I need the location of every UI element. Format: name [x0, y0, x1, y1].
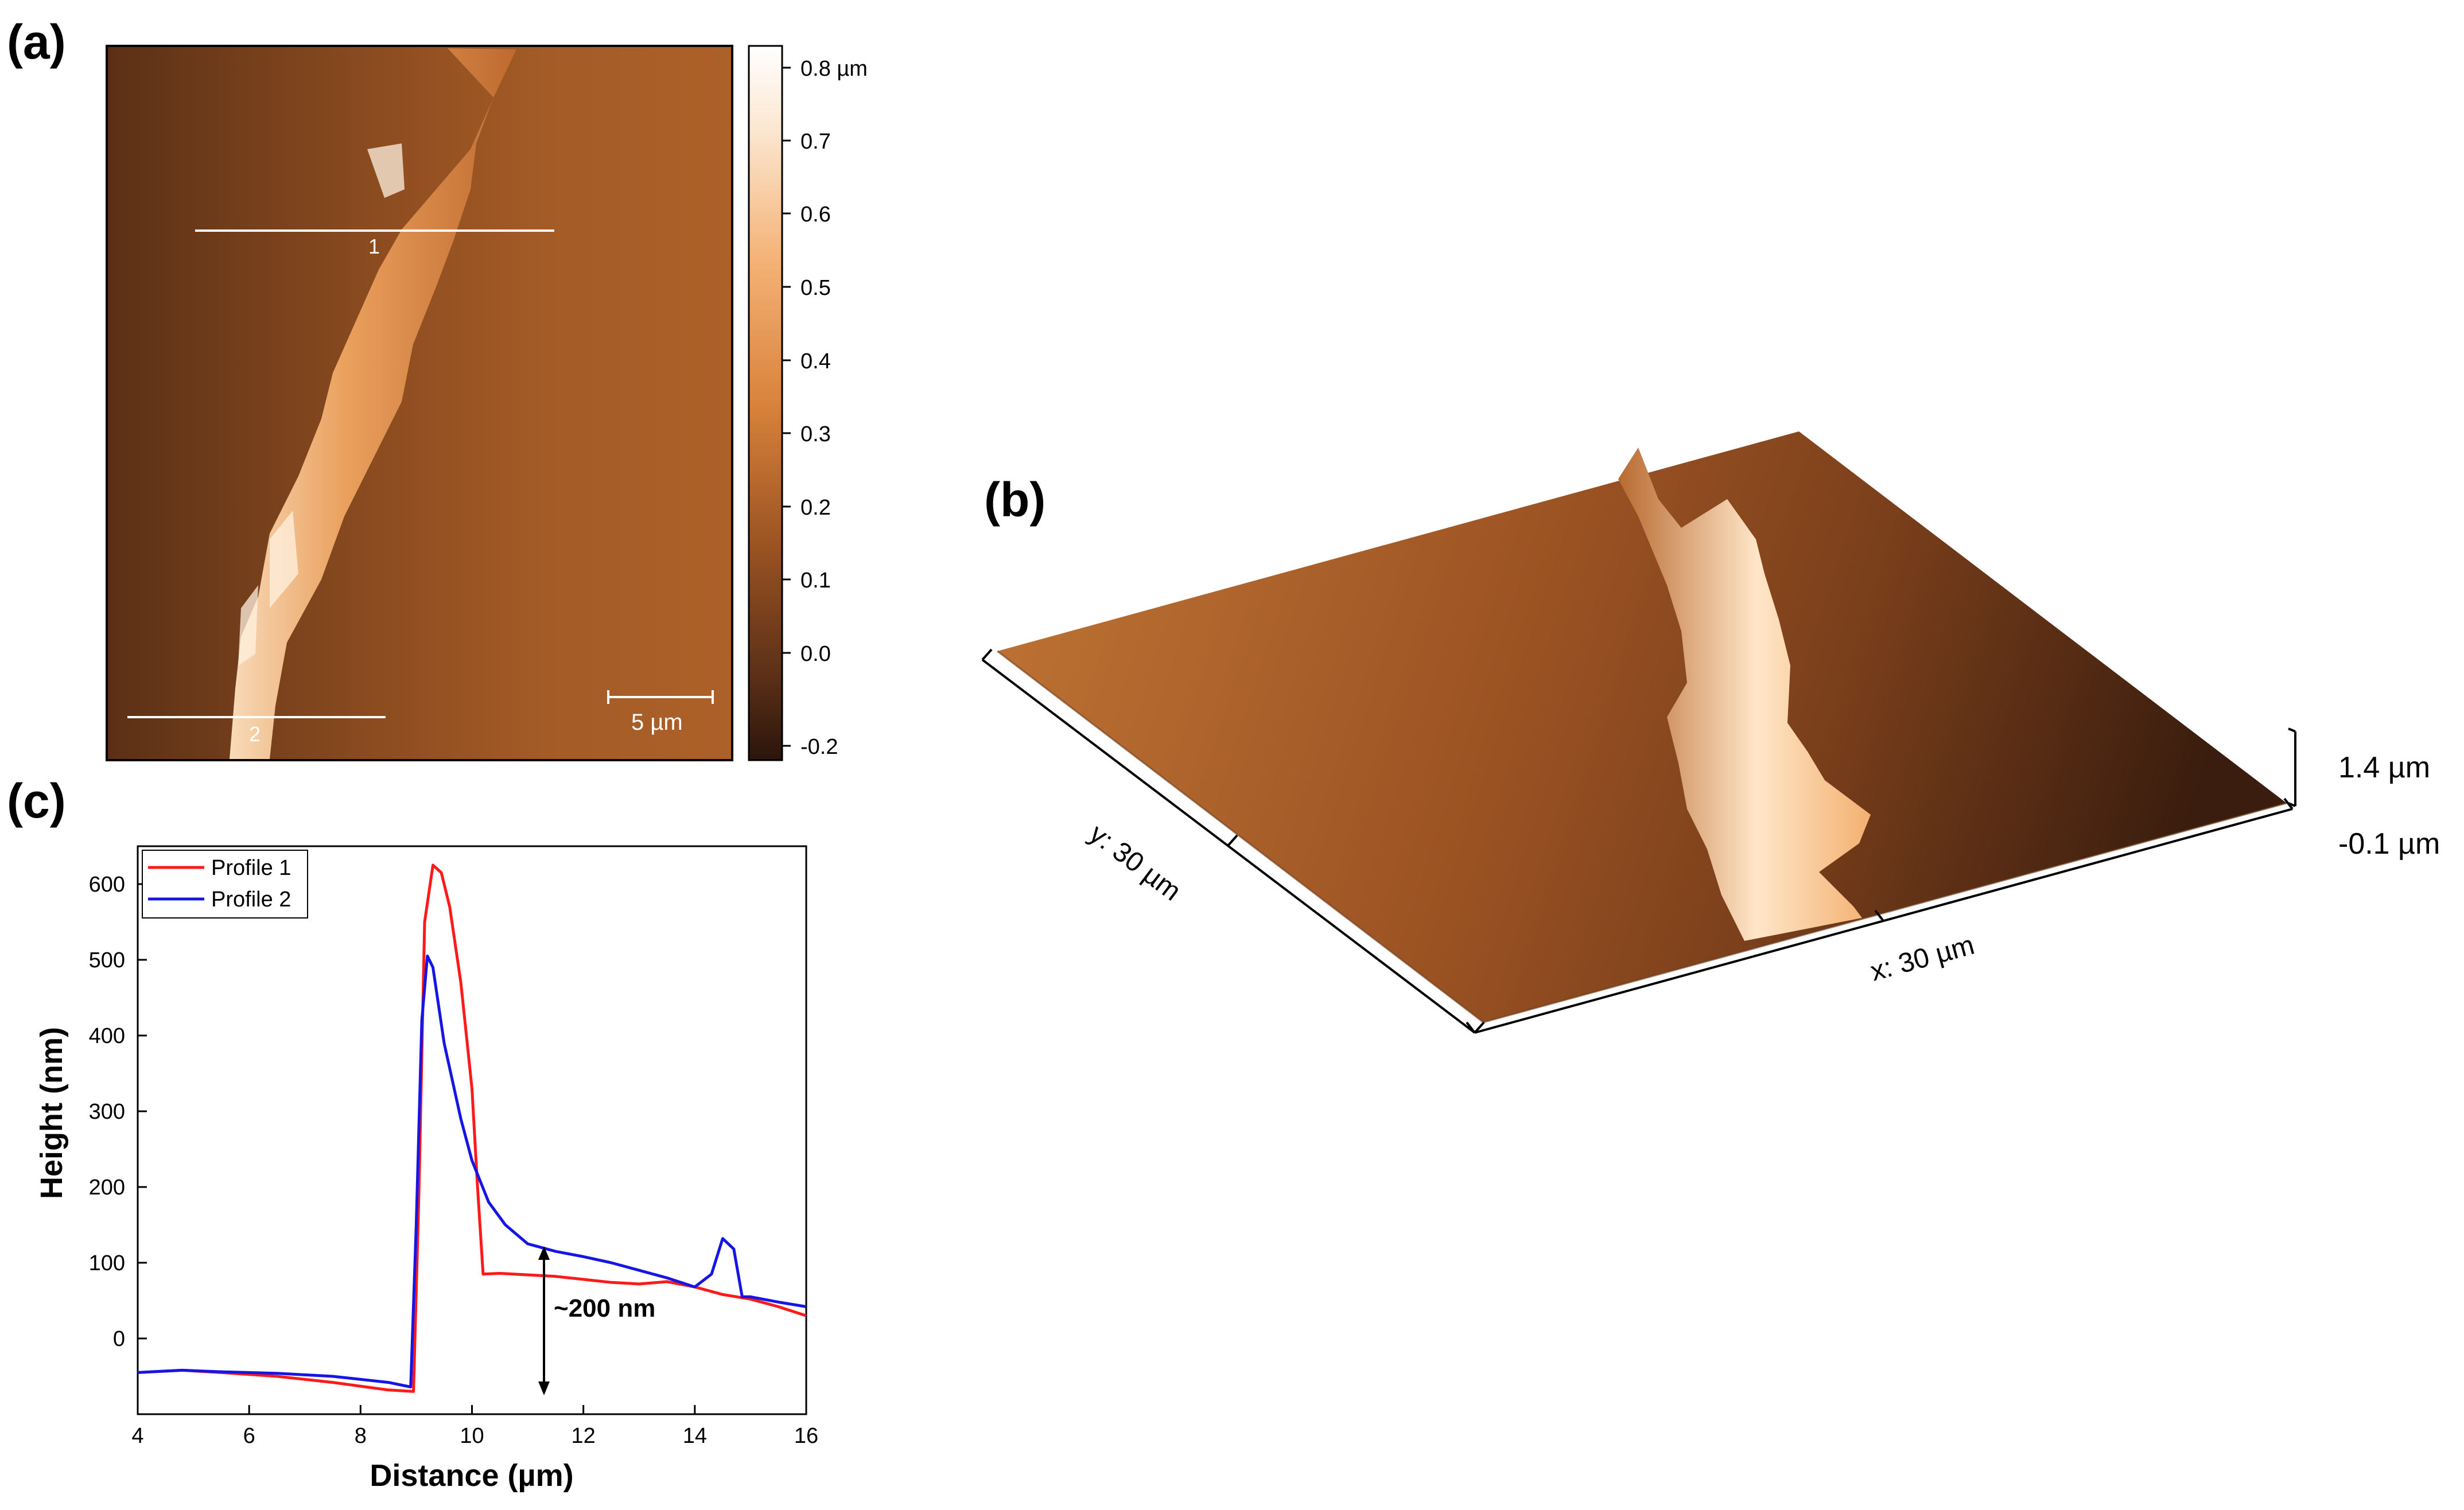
x-axis-line	[1474, 808, 2293, 1034]
legend-label-profile-1: Profile 1	[211, 856, 291, 880]
surface-plane	[997, 431, 2287, 1022]
legend: Profile 1 Profile 2	[142, 850, 308, 919]
colorbar-tick-label: 0.8 µm	[800, 57, 868, 81]
profile-chart: 4 6 8 10 12 14 16 0 100 200 300 400 500 600 ~200 nm P…	[34, 845, 819, 1493]
scale-bar: 5 µm	[607, 690, 714, 735]
afm-3d-surface: y: 30 µm x: 30 µm 1.4 µm -0.1 µm	[981, 431, 2440, 1034]
profile-line-2-label: 2	[249, 722, 261, 746]
profile-line-1-label: 1	[368, 235, 380, 258]
colorbar-tick-label: 0.7	[800, 130, 831, 154]
y-tick-label: 600	[89, 873, 125, 897]
panel-label-a: (a)	[7, 15, 66, 69]
plot-frame	[137, 845, 807, 1415]
panel-label-b: (b)	[984, 473, 1046, 527]
colorbar: 0.8 µm 0.7 0.6 0.5 0.4 0.3 0.2 0.1 0.0 -0.2	[748, 45, 868, 761]
x-tick-label: 10	[460, 1424, 484, 1448]
colorbar-ticks: 0.8 µm 0.7 0.6 0.5 0.4 0.3 0.2 0.1 0.0 -0.2	[782, 57, 868, 759]
series-line-profile-2	[138, 954, 806, 1388]
y-tick-label: 500	[89, 948, 125, 972]
x-axis-title: Distance (µm)	[370, 1458, 573, 1493]
colorbar-tick-label: -0.2	[800, 735, 838, 759]
chart-series	[138, 863, 806, 1393]
panel-label-c: (c)	[7, 774, 66, 828]
z-max-label: 1.4 µm	[2338, 751, 2430, 784]
y-tick-label: 400	[89, 1024, 125, 1048]
colorbar-tick-label: 0.6	[800, 203, 831, 227]
colorbar-tick-label: 0.4	[800, 349, 831, 373]
y-tick-label: 100	[89, 1251, 125, 1275]
x-tick-label: 8	[355, 1424, 367, 1448]
colorbar-tick-label: 0.5	[800, 276, 831, 300]
x-axis-label: x: 30 µm	[1867, 930, 1977, 987]
x-tick-label: 12	[572, 1424, 596, 1448]
annotation-arrow	[538, 1246, 550, 1395]
y-axis-line	[981, 659, 1476, 1034]
y-tick-label: 300	[89, 1100, 125, 1124]
colorbar-tick-label: 0.1	[800, 569, 831, 593]
x-tick-label: 4	[131, 1424, 143, 1448]
colorbar-tick-label: 0.3	[800, 422, 831, 446]
x-tick-label: 6	[243, 1424, 255, 1448]
y-tick-label: 200	[89, 1176, 125, 1200]
y-axis-label: y: 30 µm	[1083, 819, 1186, 907]
colorbar-tick-label: 0.0	[800, 642, 831, 666]
afm-flake-highlight	[238, 143, 405, 666]
x-tick-label: 16	[794, 1424, 818, 1448]
surface-ridge	[1618, 447, 1871, 941]
colorbar-tick-label: 0.2	[800, 496, 831, 520]
y-tick-label: 0	[113, 1327, 125, 1351]
x-tick-label: 14	[683, 1424, 707, 1448]
z-min-label: -0.1 µm	[2338, 827, 2440, 861]
y-axis-title: Height (nm)	[34, 1027, 69, 1199]
chart-axes: 4 6 8 10 12 14 16 0 100 200 300 400 500 600	[89, 873, 819, 1448]
scale-bar-label: 5 µm	[631, 710, 683, 735]
annotation-label: ~200 nm	[554, 1294, 655, 1322]
afm-height-map: 1 2 5 µm	[106, 45, 733, 761]
legend-label-profile-2: Profile 2	[211, 888, 291, 912]
series-line-profile-1	[138, 863, 806, 1393]
afm-flake	[230, 48, 516, 759]
